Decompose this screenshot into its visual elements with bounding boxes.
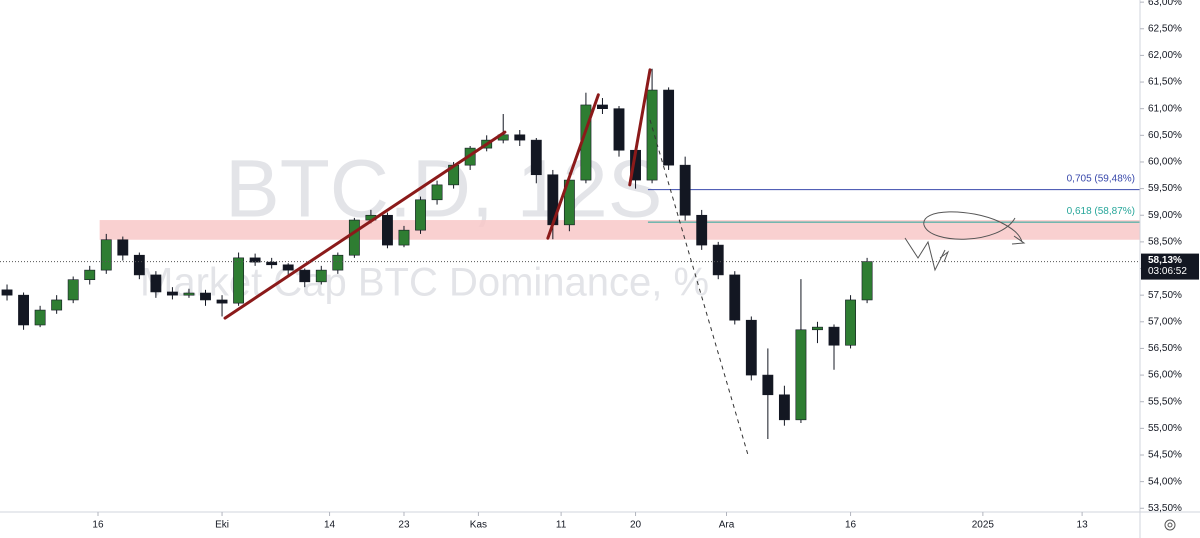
countdown: 03:06:52: [1148, 266, 1187, 277]
drawn-arrow-head: [939, 250, 950, 263]
drawn-arrow-head: [1011, 235, 1026, 245]
y-tick-label: 57,00%: [1148, 316, 1182, 327]
candle-body: [745, 319, 757, 376]
candle-body: [266, 261, 278, 266]
settings-icon-center: [1167, 522, 1173, 528]
y-tick-label: 54,00%: [1148, 476, 1182, 487]
x-tick-label: 23: [398, 520, 410, 531]
candle-body: [597, 104, 608, 109]
x-tick-label: 13: [1077, 520, 1089, 531]
y-tick-label: 59,00%: [1148, 210, 1182, 221]
candle-body: [282, 264, 294, 271]
candle-body: [812, 326, 823, 331]
candle-body: [795, 329, 807, 421]
candle-body: [133, 254, 145, 276]
candle-body: [762, 374, 774, 396]
candle-body: [51, 299, 63, 311]
x-tick-label: Kas: [470, 520, 487, 531]
candle-body: [729, 274, 741, 321]
y-tick-label: 61,00%: [1148, 103, 1182, 114]
candle-body: [18, 294, 29, 326]
candle-body: [828, 326, 840, 346]
candle-body: [67, 279, 79, 301]
y-tick-label: 61,50%: [1148, 77, 1182, 88]
candle-body: [415, 199, 426, 231]
y-tick-label: 60,00%: [1148, 157, 1182, 168]
candle-body: [299, 269, 311, 283]
candle-body: [166, 291, 178, 296]
drawn-ellipse: [923, 211, 1023, 243]
x-tick-label: Ara: [719, 520, 735, 531]
trendline: [628, 68, 652, 187]
x-tick-label: 2025: [972, 520, 995, 531]
candle-body: [183, 292, 195, 296]
candle-body: [382, 214, 393, 246]
candle-body: [100, 239, 112, 271]
x-tick-label: Eki: [215, 520, 229, 531]
candle-body: [696, 214, 708, 246]
y-tick-label: 59,50%: [1148, 183, 1182, 194]
candle-body: [861, 261, 873, 301]
candle-body: [663, 89, 675, 166]
candle-body: [514, 134, 526, 141]
candle-body: [332, 254, 344, 271]
y-tick-label: 62,00%: [1148, 50, 1182, 61]
y-tick-label: 63,00%: [1148, 0, 1182, 8]
candle-body: [233, 257, 245, 304]
y-tick-label: 57,50%: [1148, 290, 1182, 301]
x-tick-label: 16: [845, 520, 857, 531]
x-tick-label: 20: [630, 520, 642, 531]
fib-label: 0,618 (58,87%): [1067, 206, 1135, 217]
candle-body: [613, 108, 625, 151]
candle-body: [249, 257, 261, 263]
x-tick-label: 16: [92, 520, 104, 531]
candle-body: [84, 269, 96, 281]
projection-line: [649, 119, 749, 456]
candle-body: [530, 139, 542, 176]
candle-body: [117, 239, 129, 256]
trendline: [223, 130, 507, 320]
y-tick-label: 56,50%: [1148, 343, 1182, 354]
settings-icon[interactable]: [1164, 519, 1176, 531]
x-tick-label: 11: [556, 520, 567, 531]
candle-body: [34, 309, 46, 326]
last-price-label: 58,13%: [1148, 255, 1182, 266]
y-tick-label: 54,50%: [1148, 450, 1182, 461]
candle-body: [398, 229, 410, 246]
candle-body: [200, 292, 211, 301]
x-tick-label: 14: [324, 520, 336, 531]
candle-body: [679, 164, 691, 216]
y-tick-label: 62,50%: [1148, 23, 1182, 34]
candle-body: [712, 244, 724, 276]
y-tick-label: 60,50%: [1148, 130, 1182, 141]
candle-body: [348, 219, 360, 256]
candle-body: [1, 289, 13, 296]
last-price-box: [1141, 253, 1199, 280]
plot: 0,705 (59,48%) 0,618 (58,87%): [0, 68, 1140, 456]
candle-body: [150, 274, 162, 293]
drawn-zigzag: [904, 237, 946, 272]
candle-body: [646, 89, 658, 181]
candle-body: [431, 184, 443, 201]
fib-label: 0,705 (59,48%): [1067, 173, 1135, 184]
candle-body: [216, 299, 228, 304]
watermark-subtitle: Market Cap BTC Dominance, %: [140, 261, 709, 305]
y-tick-label: 55,50%: [1148, 396, 1182, 407]
candle-body: [778, 394, 790, 421]
y-tick-label: 55,00%: [1148, 423, 1182, 434]
trendline: [546, 93, 600, 240]
candle-body: [315, 269, 327, 283]
candle-body: [845, 299, 856, 346]
y-tick-label: 56,00%: [1148, 370, 1182, 381]
y-tick-label: 58,50%: [1148, 237, 1182, 248]
y-tick-label: 53,50%: [1148, 503, 1182, 514]
